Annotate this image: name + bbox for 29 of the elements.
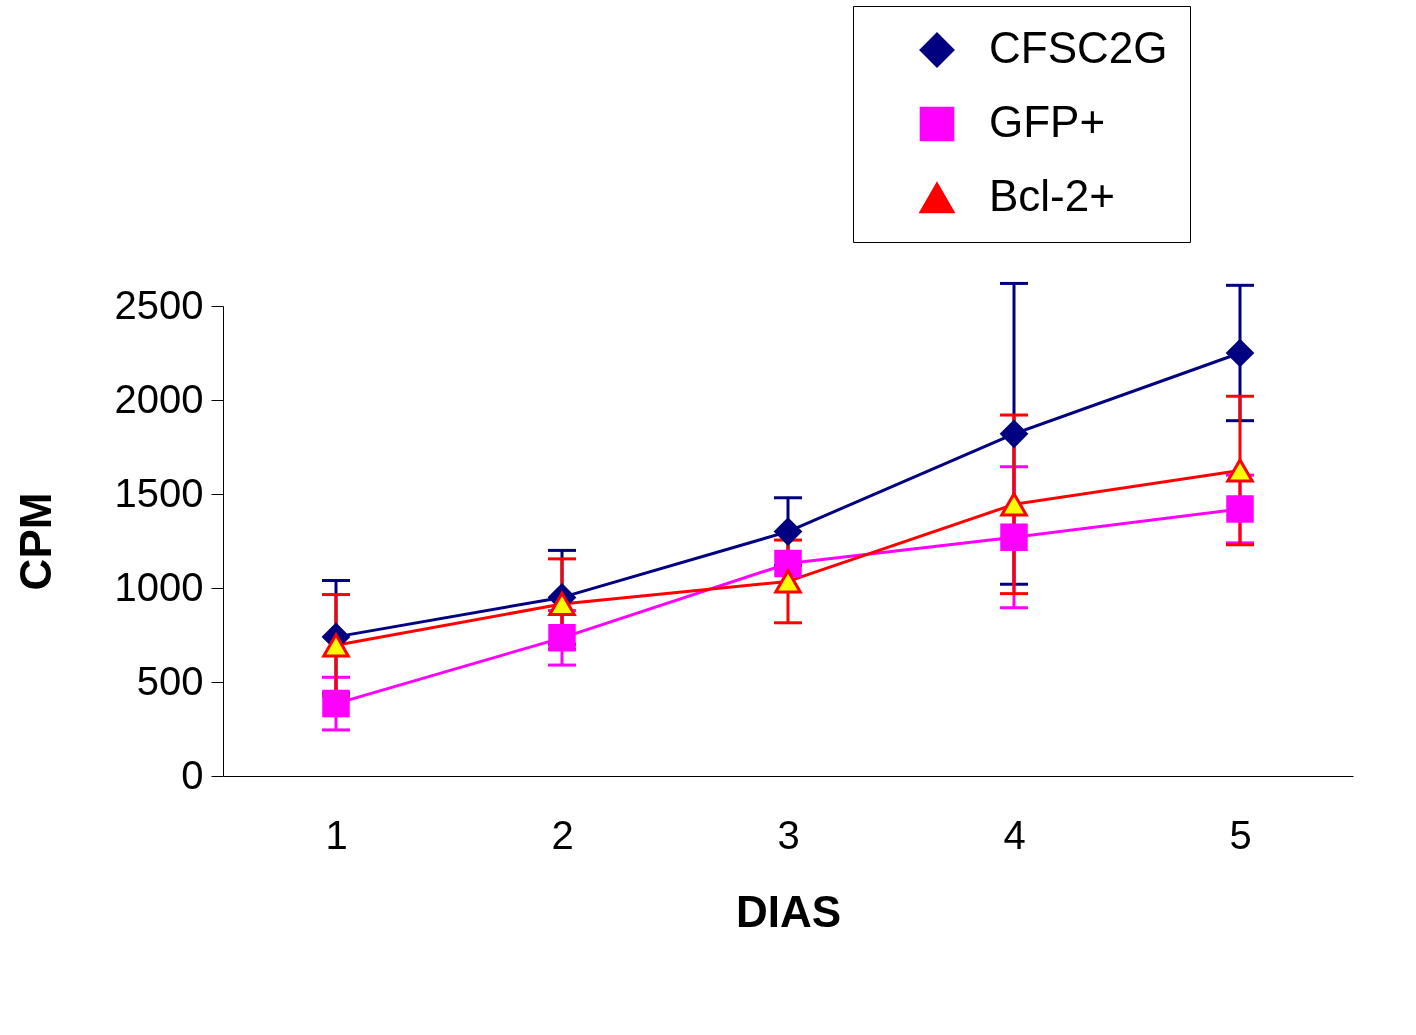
point [1000,492,1028,517]
y-tick-label: 2500 [114,282,204,327]
x-axis-title: DIAS [735,886,842,936]
x-tick-label: 4 [1003,812,1026,857]
point [1226,339,1254,367]
x-tick-label: 3 [777,812,800,857]
point [1000,523,1028,551]
y-tick-label: 500 [136,658,204,703]
y-tick-label: 0 [181,752,204,797]
legend-label: Bcl-2+ [989,171,1115,220]
point [322,633,350,658]
point [1226,458,1254,483]
point [774,549,802,578]
x-tick-label: 5 [1229,812,1252,857]
x-tick-label: 2 [551,812,574,857]
point [322,689,350,718]
point [774,517,802,546]
legend-label: CFSC2G [989,23,1168,72]
y-tick-label: 1000 [114,564,204,609]
y-tick-label: 1500 [114,470,204,515]
y-tick-label: 2000 [114,376,204,421]
point [1226,495,1254,523]
x-tick-label: 1 [325,812,348,857]
point [548,591,576,617]
point [774,569,802,594]
point [1000,420,1028,448]
legend-label: GFP+ [989,97,1106,146]
y-axis-title: CPM [10,492,60,591]
point [548,624,576,652]
